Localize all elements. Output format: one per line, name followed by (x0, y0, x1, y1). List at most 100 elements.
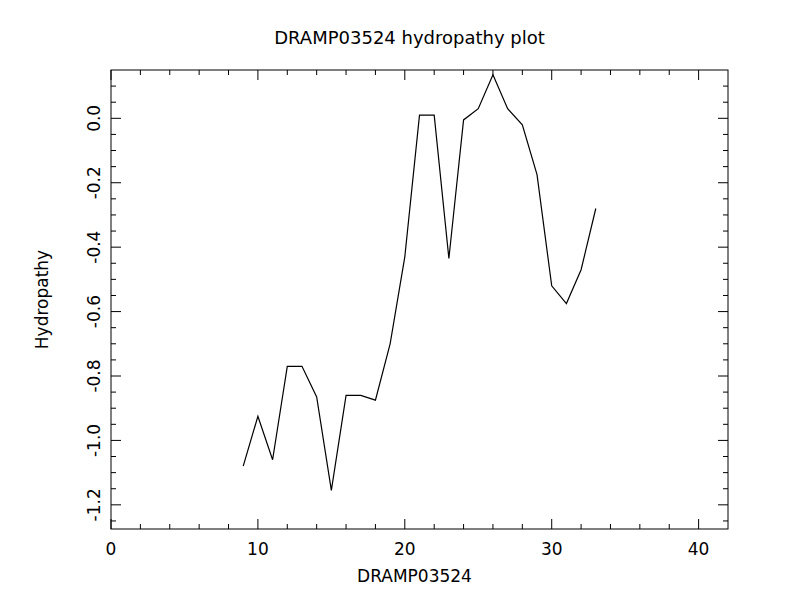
tick-mark (111, 263, 116, 264)
tick-mark (718, 440, 728, 441)
tick-mark (698, 519, 699, 529)
tick-mark (669, 524, 670, 529)
plot-frame (111, 70, 728, 529)
tick-mark (111, 359, 116, 360)
tick-mark (434, 524, 435, 529)
x-tick-label: 40 (688, 539, 710, 559)
tick-mark (111, 214, 116, 215)
tick-mark (316, 524, 317, 529)
x-tick-label: 20 (394, 539, 416, 559)
tick-mark (723, 456, 728, 457)
tick-mark (723, 231, 728, 232)
tick-mark (111, 376, 121, 377)
tick-mark (723, 424, 728, 425)
tick-mark (723, 343, 728, 344)
tick-mark (287, 70, 288, 75)
tick-mark (522, 70, 523, 75)
tick-mark (111, 311, 121, 312)
tick-mark (257, 70, 258, 80)
tick-mark (111, 118, 121, 119)
y-tick-label: -1.2 (84, 488, 104, 521)
tick-mark (257, 519, 258, 529)
tick-mark (723, 408, 728, 409)
tick-mark (610, 70, 611, 75)
x-axis-label: DRAMP03524 (357, 566, 472, 586)
tick-mark (404, 70, 405, 80)
tick-mark (111, 86, 116, 87)
tick-mark (228, 524, 229, 529)
tick-mark (718, 504, 728, 505)
x-tick-label: 0 (106, 539, 117, 559)
tick-mark (718, 376, 728, 377)
tick-mark (669, 70, 670, 75)
tick-mark (723, 150, 728, 151)
tick-mark (169, 70, 170, 75)
tick-mark (111, 182, 121, 183)
tick-mark (346, 524, 347, 529)
tick-mark (723, 295, 728, 296)
tick-mark (723, 392, 728, 393)
chart: 010203040-1.2-1.0-0.8-0.6-0.4-0.20.0DRAM… (0, 0, 800, 600)
tick-mark (639, 70, 640, 75)
tick-mark (111, 392, 116, 393)
tick-mark (111, 343, 116, 344)
tick-mark (111, 519, 112, 529)
tick-mark (723, 472, 728, 473)
tick-mark (140, 524, 141, 529)
tick-mark (723, 359, 728, 360)
tick-mark (610, 524, 611, 529)
x-tick-label: 30 (541, 539, 563, 559)
tick-mark (316, 70, 317, 75)
tick-mark (169, 524, 170, 529)
tick-mark (228, 70, 229, 75)
tick-mark (111, 504, 121, 505)
tick-mark (492, 524, 493, 529)
tick-mark (199, 70, 200, 75)
tick-mark (698, 70, 699, 80)
tick-mark (111, 70, 112, 80)
tick-mark (718, 182, 728, 183)
tick-mark (111, 472, 116, 473)
tick-mark (140, 70, 141, 75)
plot-area (243, 75, 596, 491)
tick-mark (723, 263, 728, 264)
tick-mark (111, 408, 116, 409)
hydropathy-line (243, 75, 596, 491)
tick-mark (581, 524, 582, 529)
tick-mark (639, 524, 640, 529)
tick-mark (463, 70, 464, 75)
tick-mark (723, 279, 728, 280)
tick-mark (199, 524, 200, 529)
tick-mark (111, 327, 116, 328)
tick-mark (111, 456, 116, 457)
tick-mark (551, 70, 552, 80)
background (0, 0, 800, 600)
tick-mark (723, 166, 728, 167)
tick-mark (111, 295, 116, 296)
tick-mark (111, 134, 116, 135)
tick-mark (287, 524, 288, 529)
tick-mark (375, 524, 376, 529)
x-tick-label: 10 (247, 539, 269, 559)
tick-mark (111, 150, 116, 151)
tick-mark (111, 520, 116, 521)
tick-mark (522, 524, 523, 529)
tick-mark (718, 311, 728, 312)
tick-mark (723, 327, 728, 328)
tick-mark (111, 488, 116, 489)
y-tick-label: -1.0 (84, 424, 104, 457)
y-tick-label: 0.0 (84, 105, 104, 132)
tick-mark (723, 488, 728, 489)
y-axis-label: Hydropathy (32, 250, 52, 349)
tick-mark (718, 247, 728, 248)
y-tick-label: -0.8 (84, 359, 104, 392)
tick-mark (463, 524, 464, 529)
tick-mark (723, 520, 728, 521)
tick-mark (718, 118, 728, 119)
tick-mark (111, 247, 121, 248)
tick-mark (723, 86, 728, 87)
y-tick-label: -0.2 (84, 166, 104, 199)
tick-mark (434, 70, 435, 75)
tick-mark (111, 231, 116, 232)
tick-mark (723, 214, 728, 215)
